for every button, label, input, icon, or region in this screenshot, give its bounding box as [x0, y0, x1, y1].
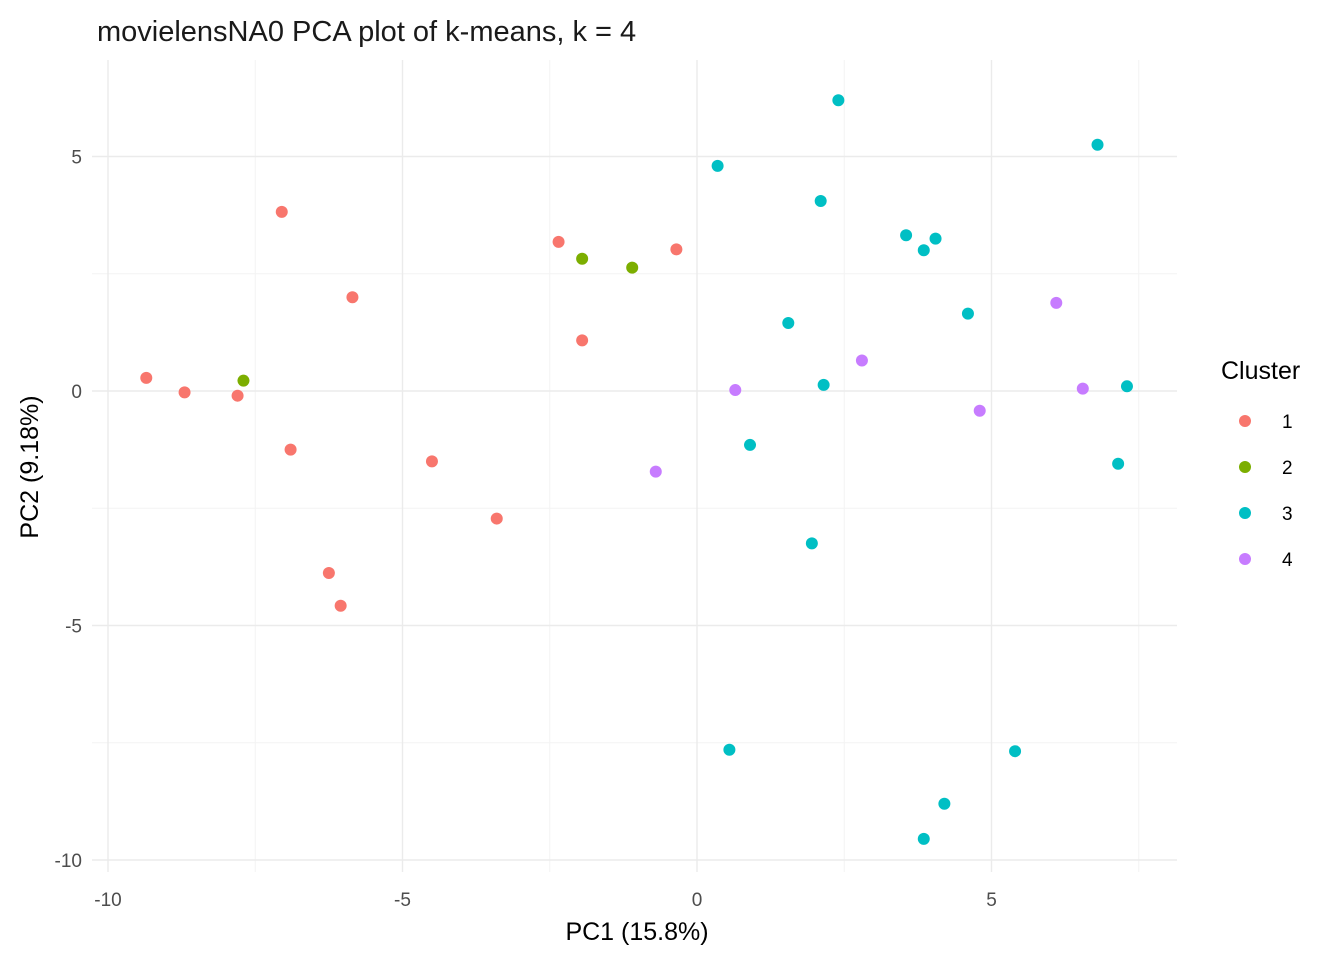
x-tick-label: -10	[94, 890, 121, 911]
data-point-cluster-1	[346, 291, 359, 304]
legend-key-1	[1239, 415, 1251, 427]
data-point-cluster-3	[1112, 457, 1125, 470]
data-point-cluster-2	[237, 374, 250, 387]
x-axis-ticks: -10 -5 0 5	[94, 890, 997, 911]
data-point-cluster-1	[670, 243, 683, 256]
data-point-cluster-3	[1120, 380, 1133, 393]
data-point-cluster-3	[832, 94, 845, 107]
data-point-cluster-4	[649, 465, 662, 478]
data-point-cluster-3	[814, 195, 827, 208]
data-points	[140, 94, 1133, 845]
legend-key-2	[1239, 461, 1251, 473]
legend-label-4: 4	[1282, 550, 1293, 571]
data-point-cluster-3	[917, 244, 930, 257]
legend: Cluster 1 2 3 4	[1221, 357, 1300, 571]
data-point-cluster-1	[334, 599, 347, 612]
data-point-cluster-3	[817, 378, 830, 391]
y-tick-label: 5	[71, 148, 82, 169]
data-point-cluster-1	[322, 566, 335, 579]
data-point-cluster-4	[1050, 296, 1063, 309]
data-point-cluster-1	[275, 205, 288, 218]
x-tick-label: 0	[692, 890, 703, 911]
data-point-cluster-3	[900, 229, 913, 242]
y-tick-label: -5	[65, 617, 82, 638]
data-point-cluster-3	[744, 438, 757, 451]
y-axis-ticks: -10 -5 0 5	[55, 148, 82, 873]
data-point-cluster-3	[1009, 745, 1022, 758]
x-axis-label: PC1 (15.8%)	[565, 918, 708, 946]
data-point-cluster-1	[178, 386, 191, 399]
data-point-cluster-3	[805, 537, 818, 550]
legend-key-3	[1239, 507, 1251, 519]
data-point-cluster-2	[626, 261, 639, 274]
y-axis-label: PC2 (9.18%)	[16, 395, 44, 538]
data-point-cluster-1	[576, 334, 589, 347]
y-tick-label: -10	[55, 851, 82, 872]
data-point-cluster-3	[917, 832, 930, 845]
data-point-cluster-4	[855, 354, 868, 367]
data-point-cluster-1	[552, 235, 565, 248]
data-point-cluster-3	[711, 159, 724, 172]
legend-key-4	[1239, 553, 1251, 565]
legend-label-1: 1	[1282, 412, 1293, 433]
data-point-cluster-4	[1076, 382, 1089, 395]
data-point-cluster-3	[961, 307, 974, 320]
y-tick-label: 0	[71, 382, 82, 403]
data-point-cluster-3	[782, 316, 795, 329]
data-point-cluster-4	[729, 384, 742, 397]
data-point-cluster-3	[938, 797, 951, 810]
major-gridlines	[92, 60, 1177, 872]
data-point-cluster-3	[723, 743, 736, 756]
minor-gridlines	[92, 60, 1177, 872]
data-point-cluster-1	[140, 371, 153, 384]
data-point-cluster-1	[284, 443, 297, 456]
legend-label-3: 3	[1282, 504, 1293, 525]
x-tick-label: 5	[986, 890, 997, 911]
data-point-cluster-3	[929, 232, 942, 245]
data-point-cluster-2	[576, 252, 589, 265]
data-point-cluster-4	[973, 404, 986, 417]
legend-title: Cluster	[1221, 357, 1300, 385]
data-point-cluster-1	[425, 455, 438, 468]
data-point-cluster-1	[231, 389, 244, 402]
data-point-cluster-1	[490, 512, 503, 525]
legend-label-2: 2	[1282, 458, 1293, 479]
x-tick-label: -5	[394, 890, 411, 911]
data-point-cluster-3	[1091, 138, 1104, 151]
chart-title: movielensNA0 PCA plot of k-means, k = 4	[97, 16, 636, 48]
